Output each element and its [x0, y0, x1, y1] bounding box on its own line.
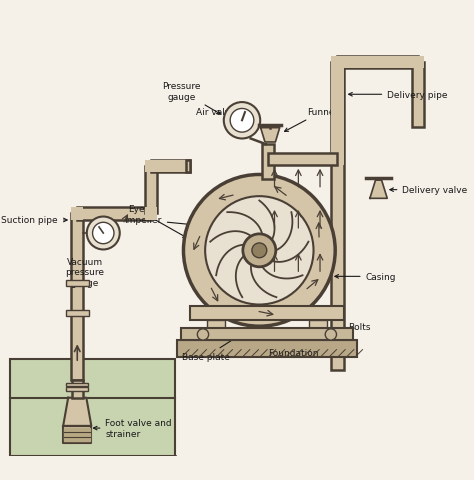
Bar [71, 208, 83, 220]
Bar [66, 311, 89, 317]
Bar [268, 154, 337, 166]
Bar [66, 383, 88, 387]
Bar [10, 359, 175, 456]
Bar [145, 160, 190, 172]
Text: Foundation: Foundation [268, 348, 318, 357]
Circle shape [224, 103, 260, 139]
Polygon shape [370, 181, 387, 199]
Text: Bolts: Bolts [326, 322, 371, 335]
Polygon shape [63, 398, 91, 426]
Text: Air valve: Air valve [196, 108, 260, 124]
Bar [190, 306, 344, 320]
Circle shape [230, 109, 254, 133]
Bar [337, 57, 418, 69]
Bar [72, 381, 83, 398]
Bar [145, 167, 157, 214]
Text: Impeller: Impeller [124, 216, 229, 230]
Circle shape [87, 217, 120, 250]
Circle shape [183, 175, 335, 326]
Bar [411, 62, 424, 128]
Bar [145, 208, 157, 220]
Bar [331, 69, 344, 166]
Text: Eye: Eye [128, 205, 186, 238]
Circle shape [205, 197, 313, 305]
Text: Frame: Frame [244, 309, 273, 318]
Polygon shape [64, 428, 90, 441]
Text: Suction pipe: Suction pipe [1, 216, 67, 225]
Circle shape [92, 223, 114, 244]
Bar [262, 145, 274, 180]
Text: Foot valve and
strainer: Foot valve and strainer [93, 419, 172, 438]
Bar [77, 208, 151, 220]
Bar [66, 280, 89, 286]
Bar [331, 62, 344, 370]
Bar [177, 340, 357, 358]
Polygon shape [63, 426, 91, 444]
Text: Casing: Casing [335, 272, 396, 281]
Text: Vacuum
pressure
gauge: Vacuum pressure gauge [65, 257, 104, 287]
Bar [207, 320, 225, 329]
Circle shape [252, 243, 267, 258]
Bar [186, 160, 190, 172]
Text: Pressure
gauge: Pressure gauge [162, 82, 220, 115]
Polygon shape [261, 128, 280, 143]
Text: Funnel: Funnel [284, 108, 337, 132]
Text: Delivery valve: Delivery valve [390, 186, 468, 195]
Circle shape [243, 234, 276, 267]
Bar [331, 57, 424, 69]
Bar [181, 329, 353, 340]
Bar [66, 387, 88, 391]
Bar [151, 160, 190, 172]
Circle shape [325, 329, 337, 340]
Bar [309, 320, 327, 329]
Text: Base plate: Base plate [182, 337, 237, 361]
Text: Delivery pipe: Delivery pipe [349, 91, 448, 99]
Circle shape [197, 329, 209, 340]
Bar [71, 214, 83, 381]
